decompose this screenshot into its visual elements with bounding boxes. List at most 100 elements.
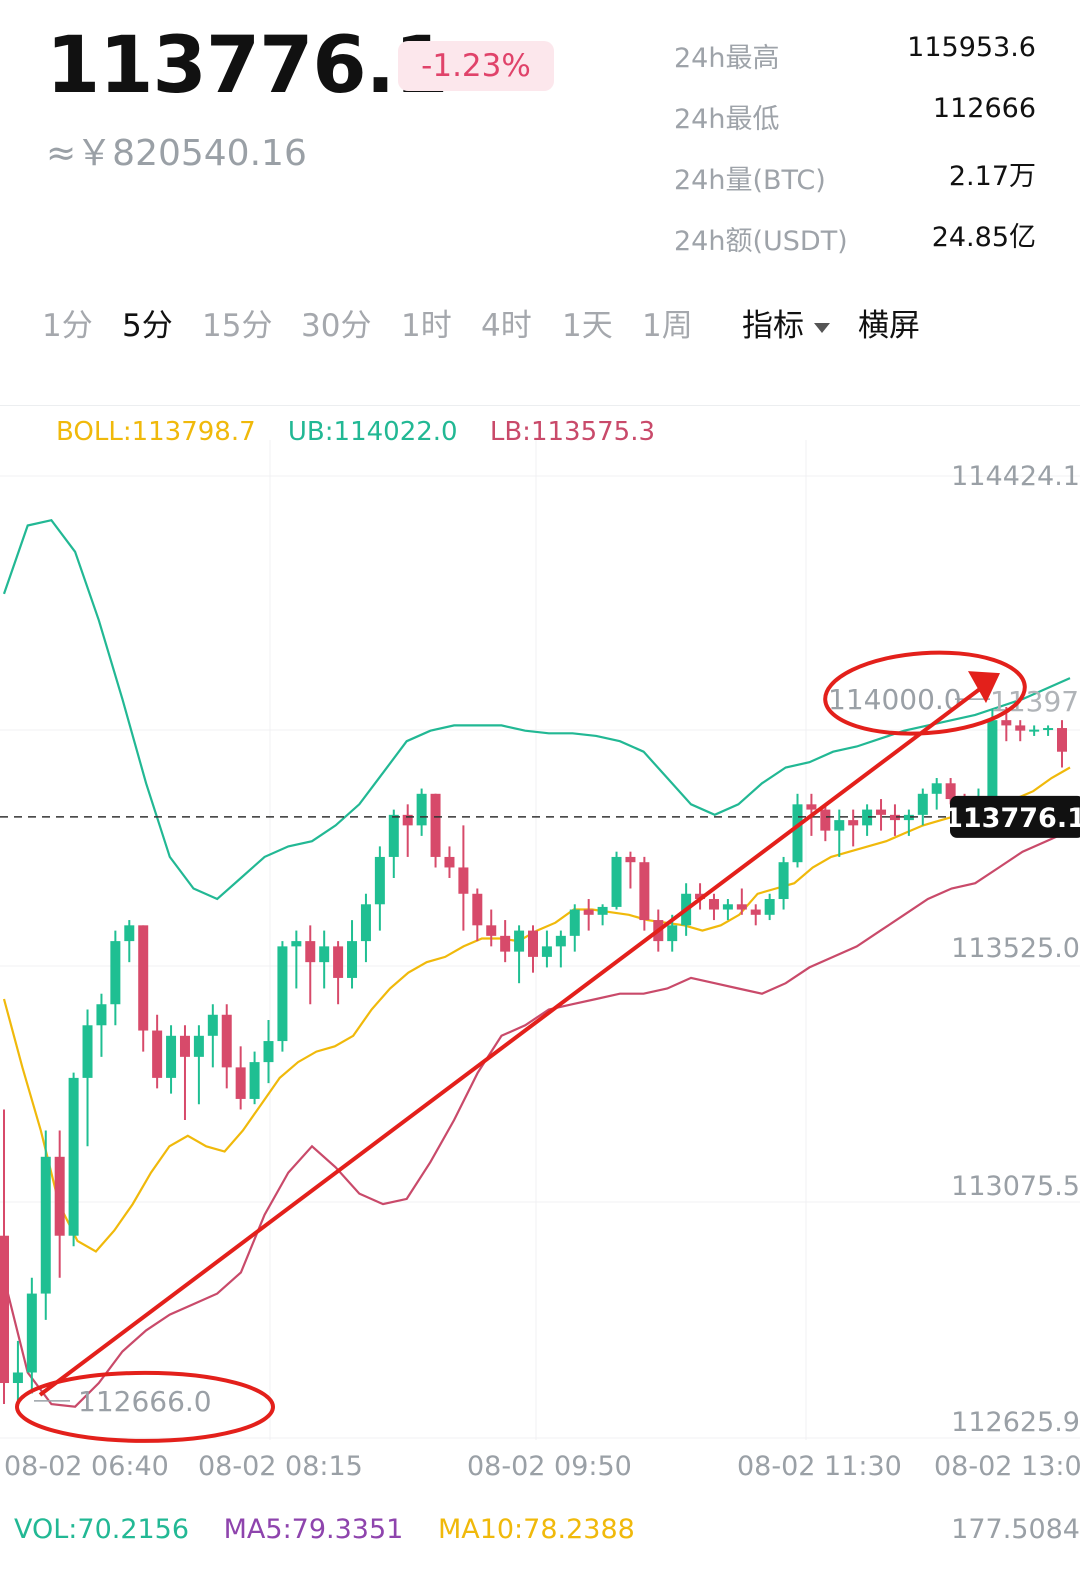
y-tick-label: 114424.1 bbox=[951, 461, 1080, 492]
annotation-circle-high bbox=[823, 650, 1027, 736]
volume-legend: VOL:70.2156 MA5:79.3351 MA10:78.2388 bbox=[14, 1512, 661, 1548]
candle-body bbox=[555, 935, 566, 947]
candle-body bbox=[388, 814, 399, 857]
candle-body bbox=[82, 1025, 93, 1078]
boll-lower-line bbox=[2, 829, 1071, 1408]
ub-value: UB:114022.0 bbox=[287, 417, 458, 447]
candle-body bbox=[541, 946, 552, 957]
candle-body bbox=[750, 909, 761, 915]
y-tick-label: 113525.0 bbox=[951, 933, 1080, 964]
candle-body bbox=[124, 925, 135, 942]
candle-body bbox=[486, 925, 497, 936]
candle-body bbox=[1043, 728, 1054, 731]
x-tick-label: 08-02 09:50 bbox=[467, 1451, 632, 1482]
stat-value: 112666 bbox=[932, 93, 1036, 124]
candle-body bbox=[305, 941, 316, 963]
change-percent-badge: -1.23% bbox=[398, 41, 554, 91]
candle-body bbox=[179, 1035, 190, 1057]
candle-body bbox=[458, 867, 469, 894]
divider bbox=[0, 405, 1080, 406]
y-tick-label: 112625.9 bbox=[951, 1407, 1080, 1438]
boll-value: BOLL:113798.7 bbox=[56, 417, 256, 447]
candle-body bbox=[862, 809, 873, 826]
price-main: 113776.1 bbox=[46, 21, 449, 111]
candle-body bbox=[778, 862, 789, 900]
candle-body bbox=[207, 1014, 218, 1036]
candle-body bbox=[444, 856, 455, 868]
low-marker-label: 112666.0 bbox=[78, 1385, 212, 1418]
candle-body bbox=[40, 1156, 51, 1294]
y-tick-label: 113075.5 bbox=[951, 1171, 1080, 1202]
tab-1d[interactable]: 1天 bbox=[562, 308, 613, 344]
candle-body bbox=[249, 1062, 260, 1099]
candles bbox=[0, 707, 1067, 1405]
candle-body bbox=[987, 720, 998, 800]
candle-body bbox=[402, 814, 413, 826]
tab-1w[interactable]: 1周 bbox=[642, 308, 693, 344]
candle-body bbox=[583, 909, 594, 915]
tab-1h[interactable]: 1时 bbox=[401, 308, 452, 344]
stat-label: 24h最低 bbox=[674, 104, 780, 135]
vol-value: VOL:70.2156 bbox=[14, 1514, 190, 1545]
candle-body bbox=[806, 804, 817, 810]
x-tick-label: 08-02 13:05 bbox=[934, 1451, 1080, 1482]
stat-label: 24h额(USDT) bbox=[674, 226, 848, 257]
candle-body bbox=[834, 820, 845, 831]
candle-body bbox=[221, 1014, 232, 1068]
candle-body bbox=[1001, 720, 1012, 726]
candle-body bbox=[889, 814, 900, 821]
candle-body bbox=[96, 1004, 107, 1026]
tab-5m[interactable]: 5分 bbox=[122, 308, 173, 344]
candle-body bbox=[110, 941, 121, 1005]
candle-body bbox=[695, 893, 706, 900]
candle-body bbox=[931, 783, 942, 794]
candle-body bbox=[611, 856, 622, 907]
candle-body bbox=[708, 899, 719, 910]
candle-body bbox=[138, 925, 149, 1031]
stat-row-volume: 24h量(BTC) 2.17万 bbox=[674, 152, 1036, 213]
tab-1m[interactable]: 1分 bbox=[42, 308, 93, 344]
stat-row-turnover: 24h额(USDT) 24.85亿 bbox=[674, 213, 1036, 274]
candle-body bbox=[903, 814, 914, 821]
boll-legend: BOLL:113798.7 UB:114022.0 LB:113575.3 bbox=[56, 414, 679, 450]
x-tick-label: 08-02 08:15 bbox=[198, 1451, 363, 1482]
current-price-tag bbox=[950, 795, 1080, 838]
candle-body bbox=[500, 935, 511, 952]
x-tick-label: 08-02 06:40 bbox=[4, 1451, 169, 1482]
candle-body bbox=[277, 946, 288, 1042]
candle-body bbox=[193, 1035, 204, 1057]
indicator-label: 指标 bbox=[742, 308, 804, 344]
candle-body bbox=[639, 862, 650, 921]
landscape-button[interactable]: 横屏 bbox=[858, 308, 920, 344]
tab-30m[interactable]: 30分 bbox=[301, 308, 372, 344]
tab-15m[interactable]: 15分 bbox=[202, 308, 273, 344]
tab-4h[interactable]: 4时 bbox=[481, 308, 532, 344]
level-label: 114000.0 bbox=[828, 683, 962, 716]
candle-body bbox=[528, 930, 538, 957]
candle-body bbox=[430, 793, 441, 857]
candle-body bbox=[54, 1156, 65, 1236]
candle-body bbox=[360, 904, 371, 942]
candle-body bbox=[736, 904, 747, 910]
candle-body bbox=[0, 1235, 9, 1384]
indicator-dropdown[interactable]: 指标 bbox=[742, 296, 830, 356]
candle-body bbox=[667, 925, 678, 942]
period-tabs: 1分 5分 15分 30分 1时 4时 1天 1周 指标 横屏 bbox=[0, 296, 1080, 356]
lb-value: LB:113575.3 bbox=[489, 417, 655, 447]
candle-body bbox=[917, 793, 928, 815]
candle-body bbox=[68, 1077, 79, 1236]
candle-body bbox=[625, 856, 636, 863]
stat-value: 24.85亿 bbox=[931, 222, 1036, 253]
cny-price: ≈￥820540.16 bbox=[46, 133, 307, 174]
candle-body bbox=[1029, 729, 1040, 732]
volume-max: 177.5084 bbox=[951, 1514, 1080, 1545]
candle-body bbox=[597, 906, 608, 915]
annotation-arrow-line bbox=[38, 683, 987, 1397]
candle-body bbox=[792, 804, 803, 863]
candle-body bbox=[876, 809, 887, 815]
stat-label: 24h最高 bbox=[674, 43, 780, 74]
candle-body bbox=[12, 1372, 23, 1384]
stat-row-high: 24h最高 115953.6 bbox=[674, 30, 1036, 91]
